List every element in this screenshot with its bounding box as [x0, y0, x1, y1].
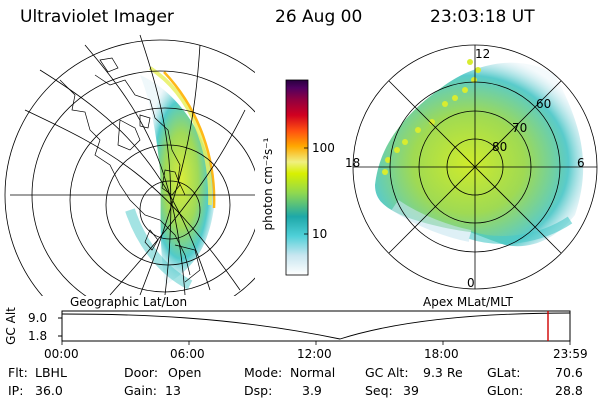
- aurora-oval-geographic: [125, 66, 216, 290]
- ring-label-60: 60: [536, 97, 552, 111]
- lat-lon-grid: [4, 34, 255, 296]
- polar-grid: [352, 44, 598, 290]
- colorbar: [285, 79, 309, 276]
- status-value: 36.0: [35, 383, 63, 398]
- mlt-label-0: 0: [467, 276, 475, 290]
- status-key: GLon:: [487, 383, 524, 398]
- colorbar-scale: [285, 79, 309, 276]
- left-map-caption: Geographic Lat/Lon: [70, 295, 188, 309]
- time-tick-2359: 23:59: [553, 347, 588, 361]
- altitude-tick-high: 9.0: [28, 311, 48, 325]
- status-value: 13: [165, 383, 181, 398]
- status-value: 9.3 Re: [423, 365, 463, 380]
- time-tick-0000: 00:00: [44, 347, 79, 361]
- mlt-label-18: 18: [345, 156, 361, 170]
- status-value: 3.9: [302, 383, 322, 398]
- status-value: Normal: [290, 365, 336, 380]
- status-key: Door:: [124, 365, 159, 380]
- time-tick-1200: 12:00: [297, 347, 332, 361]
- status-key: GC Alt:: [365, 365, 409, 380]
- status-value: 39: [403, 383, 419, 398]
- time-tick-1800: 18:00: [424, 347, 459, 361]
- ring-label-80: 80: [492, 140, 508, 154]
- status-key: IP:: [8, 383, 24, 398]
- status-key: Gain:: [124, 383, 157, 398]
- image-date: 26 Aug 00: [275, 7, 363, 27]
- colorbar-unit-label: photon cm⁻²s⁻¹: [261, 137, 275, 231]
- colorbar-tick-10: 10: [312, 227, 328, 241]
- status-value: 70.6: [555, 365, 583, 380]
- aurora-oval-polar: [375, 62, 584, 247]
- status-value: LBHL: [35, 365, 67, 380]
- geographic-map: [4, 34, 255, 296]
- altitude-curve: [61, 312, 571, 340]
- altitude-tick-low: 1.8: [28, 329, 48, 343]
- polar-cusp-dots: [382, 59, 481, 175]
- colorbar-tick-100: 100: [312, 141, 335, 155]
- right-map-caption: Apex MLat/MLT: [423, 295, 513, 309]
- mlt-label-6: 6: [577, 156, 585, 170]
- status-key: Mode:: [244, 365, 283, 380]
- altitude-plot: [58, 310, 571, 345]
- time-tick-0600: 06:00: [170, 347, 205, 361]
- image-time: 23:03:18 UT: [430, 7, 535, 27]
- status-value: 28.8: [555, 383, 583, 398]
- altitude-axis-label: GC Alt: [4, 307, 18, 345]
- ring-label-70: 70: [512, 121, 528, 135]
- status-value: Open: [168, 365, 202, 380]
- status-key: Flt:: [8, 365, 28, 380]
- mlt-label-12: 12: [475, 47, 491, 61]
- status-key: Seq:: [365, 383, 393, 398]
- status-key: GLat:: [487, 365, 521, 380]
- status-key: Dsp:: [244, 383, 273, 398]
- polar-map: [352, 44, 598, 290]
- instrument-title: Ultraviolet Imager: [20, 7, 174, 27]
- coastlines: [59, 57, 201, 283]
